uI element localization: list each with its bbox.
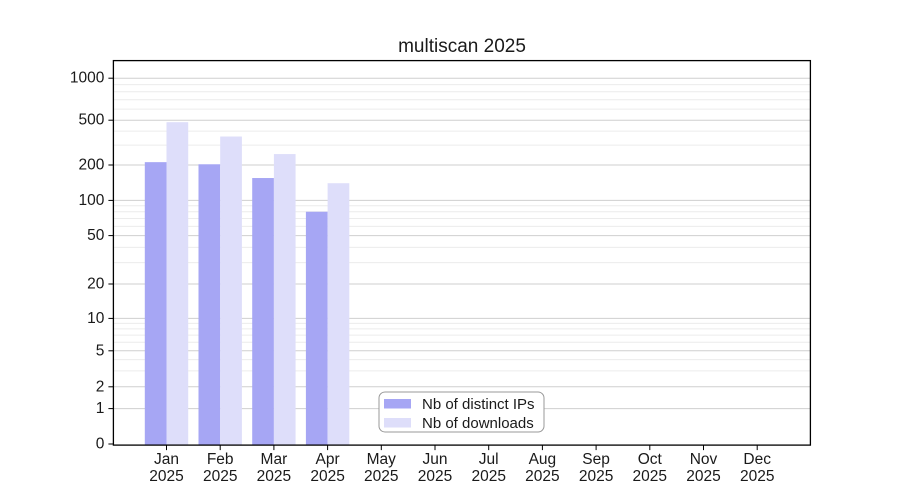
svg-text:2025: 2025 <box>364 468 398 485</box>
svg-text:Jul: Jul <box>479 451 499 468</box>
svg-text:0: 0 <box>96 436 105 453</box>
svg-text:10: 10 <box>87 310 105 327</box>
svg-text:Mar: Mar <box>261 451 288 468</box>
svg-text:Nb of distinct IPs: Nb of distinct IPs <box>422 396 535 413</box>
svg-text:multiscan 2025: multiscan 2025 <box>398 36 526 57</box>
svg-text:Jan: Jan <box>154 451 179 468</box>
svg-text:50: 50 <box>87 227 105 244</box>
svg-text:Feb: Feb <box>207 451 234 468</box>
svg-text:Aug: Aug <box>529 451 557 468</box>
svg-text:1000: 1000 <box>70 70 105 87</box>
svg-text:2: 2 <box>96 378 105 395</box>
svg-text:20: 20 <box>87 276 105 293</box>
svg-text:2025: 2025 <box>149 468 183 485</box>
svg-text:Nb of downloads: Nb of downloads <box>422 415 534 432</box>
svg-text:2025: 2025 <box>633 468 667 485</box>
svg-text:Dec: Dec <box>743 451 771 468</box>
svg-text:2025: 2025 <box>310 468 344 485</box>
svg-text:200: 200 <box>79 157 105 174</box>
svg-text:May: May <box>367 451 397 468</box>
svg-text:Jun: Jun <box>423 451 448 468</box>
svg-text:2025: 2025 <box>471 468 505 485</box>
svg-text:Sep: Sep <box>582 451 610 468</box>
svg-text:2025: 2025 <box>418 468 452 485</box>
svg-text:500: 500 <box>79 112 105 129</box>
svg-text:Apr: Apr <box>316 451 340 468</box>
svg-text:100: 100 <box>79 192 105 209</box>
svg-text:2025: 2025 <box>203 468 237 485</box>
svg-text:2025: 2025 <box>257 468 291 485</box>
svg-text:2025: 2025 <box>686 468 720 485</box>
svg-text:2025: 2025 <box>525 468 559 485</box>
svg-text:5: 5 <box>96 342 105 359</box>
svg-text:2025: 2025 <box>740 468 774 485</box>
svg-text:Oct: Oct <box>638 451 663 468</box>
svg-text:1: 1 <box>96 400 105 417</box>
svg-text:Nov: Nov <box>690 451 718 468</box>
svg-text:2025: 2025 <box>579 468 613 485</box>
